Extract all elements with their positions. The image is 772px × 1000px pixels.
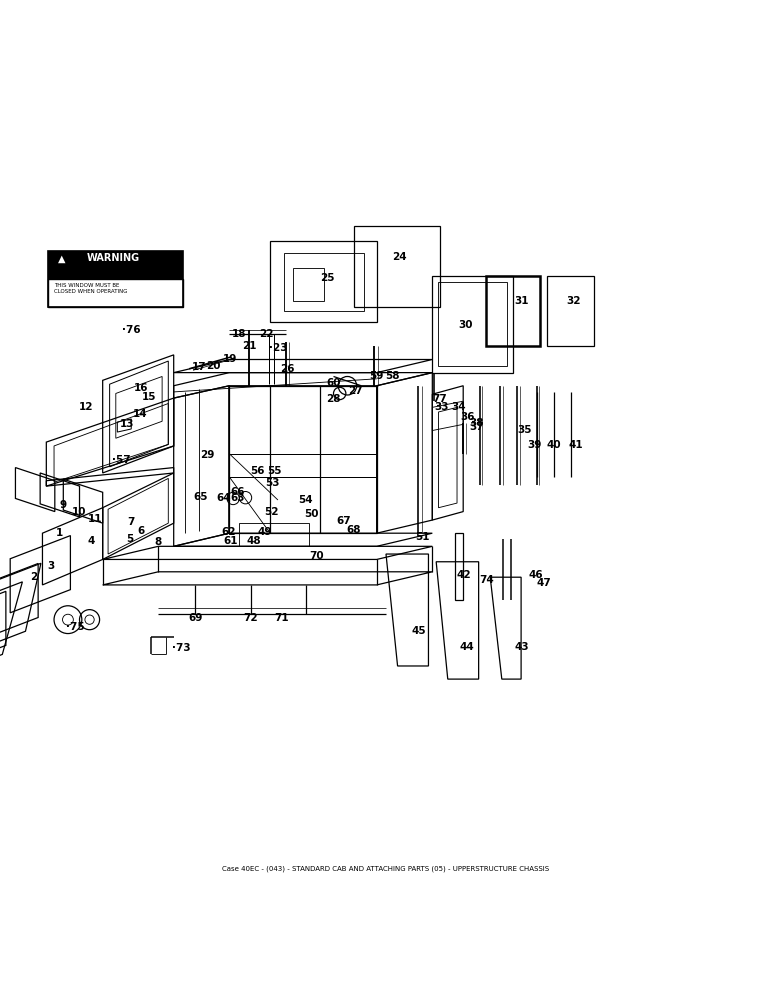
Text: 3: 3 — [47, 561, 55, 571]
Text: 61: 61 — [224, 536, 238, 546]
Text: 60: 60 — [327, 378, 340, 388]
Text: 15: 15 — [142, 392, 156, 402]
Text: 20: 20 — [207, 361, 221, 371]
Text: 21: 21 — [242, 341, 256, 351]
Text: WARNING: WARNING — [86, 253, 140, 263]
Text: 72: 72 — [244, 613, 258, 623]
Text: 37: 37 — [469, 422, 483, 432]
Text: 40: 40 — [547, 440, 561, 450]
Text: 65: 65 — [194, 492, 208, 502]
Text: 22: 22 — [259, 329, 273, 339]
Text: 8: 8 — [154, 537, 162, 547]
Text: 68: 68 — [347, 525, 361, 535]
Text: ▲: ▲ — [58, 254, 66, 264]
Text: ·23: ·23 — [269, 343, 287, 353]
Text: 35: 35 — [518, 425, 532, 435]
Text: 6: 6 — [137, 526, 145, 536]
Text: 16: 16 — [134, 383, 148, 393]
FancyBboxPatch shape — [48, 251, 183, 280]
Text: 4: 4 — [87, 536, 95, 546]
Text: 51: 51 — [415, 532, 429, 542]
Text: 5: 5 — [126, 534, 134, 544]
Text: 12: 12 — [80, 402, 93, 412]
Text: 7: 7 — [127, 517, 135, 527]
Text: 10: 10 — [72, 507, 86, 517]
FancyBboxPatch shape — [48, 279, 183, 307]
Text: 39: 39 — [527, 440, 541, 450]
Text: 47: 47 — [537, 578, 552, 588]
Text: 13: 13 — [120, 419, 134, 429]
Text: 17: 17 — [192, 362, 206, 372]
Text: 41: 41 — [569, 440, 583, 450]
Text: 50: 50 — [305, 509, 319, 519]
Text: 32: 32 — [567, 296, 581, 306]
Text: 36: 36 — [461, 412, 475, 422]
Text: 1: 1 — [56, 528, 63, 538]
Text: 46: 46 — [529, 570, 543, 580]
Text: ·73: ·73 — [172, 643, 191, 653]
Text: 31: 31 — [515, 296, 529, 306]
Text: 18: 18 — [232, 329, 246, 339]
Text: 25: 25 — [320, 273, 334, 283]
Text: 14: 14 — [134, 409, 147, 419]
Text: 71: 71 — [275, 613, 289, 623]
Text: 24: 24 — [392, 252, 406, 262]
Text: 9: 9 — [59, 500, 67, 510]
Text: THIS WINDOW MUST BE
CLOSED WHEN OPERATING: THIS WINDOW MUST BE CLOSED WHEN OPERATIN… — [54, 283, 127, 294]
Text: ·57: ·57 — [112, 455, 130, 465]
Text: 43: 43 — [515, 642, 529, 652]
Text: 53: 53 — [266, 478, 279, 488]
Text: 42: 42 — [457, 570, 471, 580]
Text: 29: 29 — [200, 450, 214, 460]
Text: 34: 34 — [452, 402, 466, 412]
Text: 26: 26 — [280, 364, 294, 374]
Text: 59: 59 — [370, 371, 384, 381]
Text: 69: 69 — [188, 613, 202, 623]
Text: 56: 56 — [250, 466, 264, 476]
Text: 38: 38 — [469, 418, 483, 428]
Text: Case 40EC - (043) - STANDARD CAB AND ATTACHING PARTS (05) - UPPERSTRUCTURE CHASS: Case 40EC - (043) - STANDARD CAB AND ATT… — [222, 866, 550, 872]
Text: 74: 74 — [479, 575, 494, 585]
Text: 49: 49 — [258, 527, 272, 537]
Text: 44: 44 — [459, 642, 475, 652]
Text: 27: 27 — [348, 386, 362, 396]
Text: 48: 48 — [247, 536, 261, 546]
Text: 70: 70 — [310, 551, 323, 561]
Text: 58: 58 — [385, 371, 399, 381]
Text: 63: 63 — [231, 493, 245, 503]
Text: ·76: ·76 — [122, 325, 141, 335]
Text: 77: 77 — [432, 394, 448, 404]
Text: 54: 54 — [299, 495, 313, 505]
Text: 19: 19 — [223, 354, 237, 364]
Text: 67: 67 — [337, 516, 350, 526]
Text: 55: 55 — [267, 466, 281, 476]
Text: 30: 30 — [459, 320, 472, 330]
Text: 45: 45 — [412, 626, 426, 636]
Text: 33: 33 — [435, 402, 449, 412]
Text: 64: 64 — [217, 493, 231, 503]
Text: 52: 52 — [265, 507, 279, 517]
Text: 62: 62 — [222, 527, 235, 537]
Text: 28: 28 — [327, 394, 340, 404]
Text: ·75: ·75 — [66, 622, 85, 632]
Text: 2: 2 — [30, 572, 38, 582]
Text: 11: 11 — [88, 514, 102, 524]
Text: 66: 66 — [231, 487, 245, 497]
